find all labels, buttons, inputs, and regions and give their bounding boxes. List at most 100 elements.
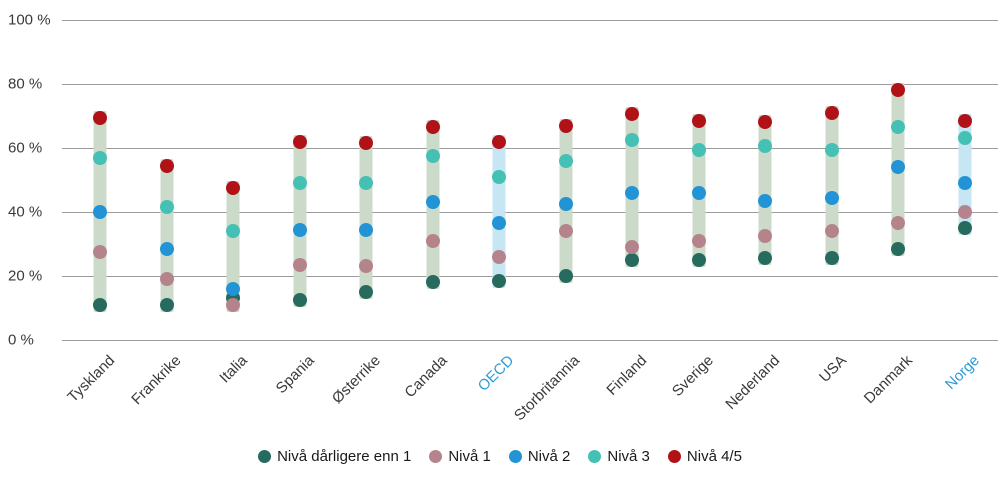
data-point-dot	[824, 251, 839, 266]
x-axis-label: Italia	[216, 352, 252, 387]
data-point-dot	[359, 285, 373, 299]
data-point-dot	[159, 241, 174, 256]
data-point-dot	[292, 257, 307, 272]
data-point-dot	[957, 176, 972, 191]
y-tick-label: 20 %	[8, 267, 43, 285]
y-tick-label: 60 %	[8, 139, 43, 157]
data-point-dot	[758, 115, 772, 130]
legend-swatch-icon	[258, 450, 272, 463]
x-axis-label: Finland	[603, 352, 651, 399]
x-axis-label: Frankrike	[128, 352, 185, 409]
data-point-dot	[558, 118, 573, 133]
data-point-dot	[226, 224, 240, 239]
x-axis-label: Spania	[272, 352, 318, 398]
data-point-dot	[691, 233, 706, 248]
data-point-dot	[625, 240, 639, 255]
data-point-dot	[625, 133, 639, 147]
data-point-dot	[159, 272, 174, 287]
data-point-dot	[93, 110, 107, 125]
data-point-dot	[824, 190, 839, 205]
data-point-dot	[625, 253, 639, 267]
data-point-dot	[425, 233, 440, 248]
data-point-dot	[558, 153, 573, 168]
data-point-dot	[93, 297, 107, 312]
data-point-dot	[891, 83, 905, 98]
range-band	[293, 134, 306, 307]
data-point-dot	[226, 181, 240, 195]
legend-item: Nivå 2	[508, 448, 571, 465]
legend-label: Nivå 3	[607, 448, 650, 465]
y-tick-label: 0 %	[8, 331, 34, 349]
legend: Nivå dårligere enn 1 Nivå 1 Nivå 2 Nivå 3 Ni…	[0, 448, 1000, 465]
data-point-dot	[226, 297, 240, 312]
data-point-dot	[957, 131, 972, 146]
grid-line	[62, 212, 998, 213]
range-band	[825, 105, 838, 266]
legend-label: Nivå 2	[527, 448, 571, 465]
data-point-dot	[957, 221, 972, 235]
data-point-dot	[292, 134, 307, 149]
grid-line	[62, 276, 998, 277]
data-point-dot	[891, 120, 905, 135]
x-axis-label: Canada	[401, 352, 451, 402]
grid-line	[62, 340, 998, 341]
data-point-dot	[425, 149, 440, 163]
data-point-dot	[159, 200, 174, 215]
data-point-dot	[824, 224, 839, 239]
x-axis-label: Storbritannia	[511, 352, 584, 425]
data-point-dot	[159, 297, 174, 312]
data-point-dot	[425, 195, 440, 210]
data-point-dot	[292, 222, 307, 237]
data-point-dot	[891, 241, 905, 256]
data-point-dot	[691, 113, 706, 128]
legend-label: Nivå 4/5	[686, 448, 742, 465]
data-point-dot	[159, 158, 174, 173]
data-point-dot	[425, 120, 440, 135]
data-point-dot	[93, 150, 107, 165]
data-point-dot	[359, 222, 373, 237]
data-point-dot	[691, 142, 706, 157]
y-tick-label: 40 %	[8, 203, 43, 221]
x-axis-label: Danmark	[860, 352, 917, 408]
data-point-dot	[226, 281, 240, 296]
data-point-dot	[359, 259, 373, 274]
y-tick-label: 80 %	[8, 75, 43, 93]
data-point-dot	[93, 205, 107, 219]
x-axis-label: OECD	[474, 352, 518, 395]
y-tick-label: 100 %	[8, 11, 51, 29]
legend-swatch-icon	[588, 450, 602, 463]
x-axis-label: Tyskland	[64, 352, 119, 406]
data-point-dot	[758, 251, 772, 266]
grid-line	[62, 148, 998, 149]
data-point-dot	[292, 176, 307, 191]
data-point-dot	[625, 185, 639, 200]
legend-item: Nivå 3	[588, 448, 650, 465]
legend-label: Nivå dårligere enn 1	[277, 448, 412, 465]
data-point-dot	[93, 245, 107, 259]
data-point-dot	[957, 205, 972, 219]
data-point-dot	[359, 136, 373, 151]
x-axis-label: Sverige	[668, 352, 717, 400]
legend-swatch-icon	[429, 450, 443, 463]
data-point-dot	[758, 229, 772, 243]
range-band	[226, 181, 240, 312]
range-band	[492, 134, 506, 288]
data-point-dot	[758, 139, 772, 154]
range-band	[160, 158, 173, 312]
x-axis-label: Nederland	[722, 352, 784, 413]
legend-swatch-icon	[508, 450, 522, 463]
data-point-dot	[558, 269, 573, 283]
legend-swatch-icon	[667, 450, 681, 463]
data-point-dot	[824, 142, 839, 157]
data-point-dot	[292, 293, 307, 307]
range-band	[359, 136, 373, 299]
x-axis-label: Norge	[941, 352, 983, 393]
legend-item: Nivå 4/5	[667, 448, 742, 465]
data-point-dot	[492, 273, 506, 288]
data-point-dot	[558, 224, 573, 239]
data-point-dot	[492, 249, 506, 264]
data-point-dot	[359, 176, 373, 191]
legend-label: Nivå 1	[448, 448, 491, 465]
data-point-dot	[758, 193, 772, 208]
